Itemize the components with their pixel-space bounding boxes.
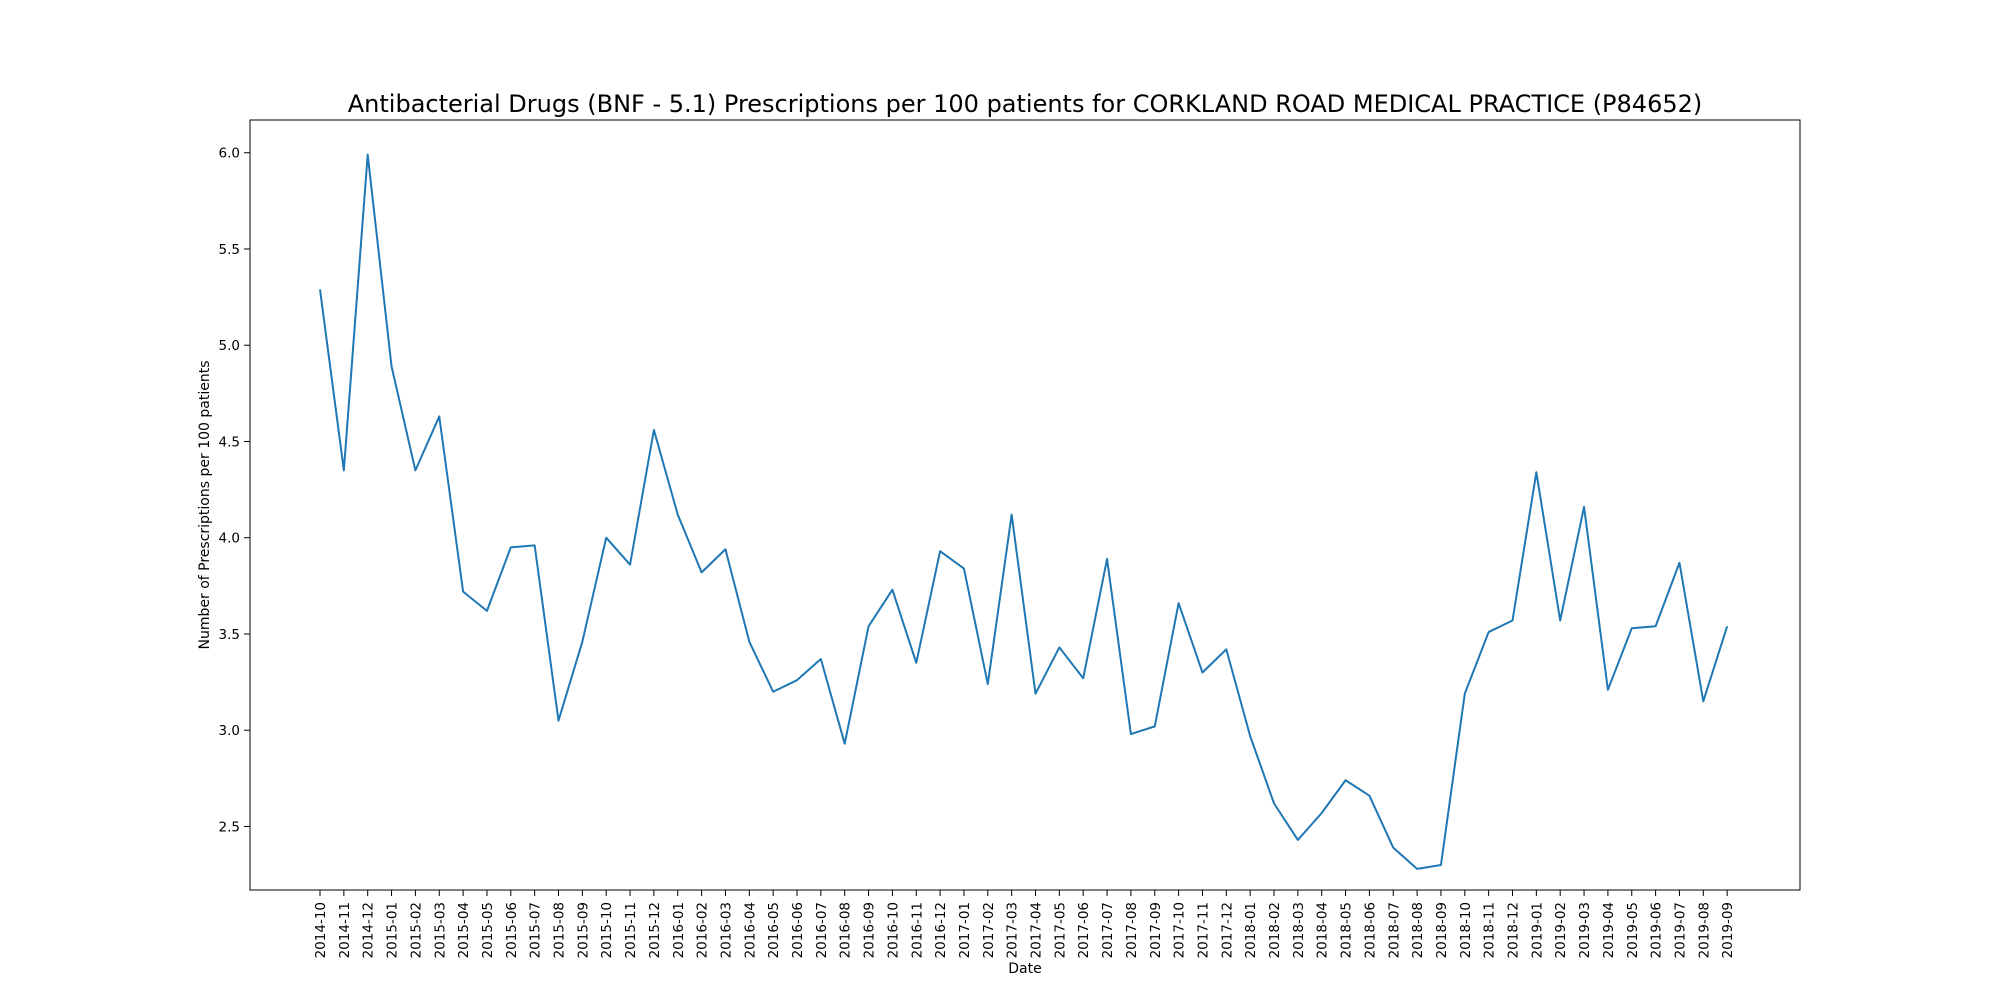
x-tick-label: 2018-08 <box>1410 902 1426 958</box>
x-tick-label: 2017-11 <box>1195 902 1211 958</box>
x-tick-label: 2015-11 <box>623 902 639 958</box>
y-tick-label: 4.5 <box>219 434 240 450</box>
x-tick-label: 2018-06 <box>1362 902 1378 958</box>
x-tick-label: 2019-01 <box>1529 902 1545 958</box>
x-tick-label: 2018-03 <box>1291 902 1307 958</box>
x-tick-label: 2015-07 <box>528 902 544 958</box>
x-tick-label: 2015-10 <box>599 902 615 958</box>
x-tick-label: 2015-03 <box>432 902 448 958</box>
x-tick-label: 2016-09 <box>862 902 878 958</box>
x-tick-label: 2019-06 <box>1649 902 1665 958</box>
x-tick-label: 2014-10 <box>313 902 329 958</box>
x-tick-label: 2017-07 <box>1100 902 1116 958</box>
x-tick-label: 2019-03 <box>1577 902 1593 958</box>
y-axis-label: Number of Prescriptions per 100 patients <box>197 361 213 650</box>
x-tick-label: 2015-01 <box>385 902 401 958</box>
x-tick-label: 2018-12 <box>1506 902 1522 958</box>
x-tick-label: 2016-06 <box>790 902 806 958</box>
x-tick-label: 2016-04 <box>742 902 758 958</box>
x-tick-label: 2018-11 <box>1482 902 1498 958</box>
x-tick-label: 2017-08 <box>1124 902 1140 958</box>
x-tick-label: 2019-02 <box>1553 902 1569 958</box>
x-tick-label: 2016-07 <box>814 902 830 958</box>
x-tick-label: 2017-12 <box>1219 902 1235 958</box>
x-tick-label: 2017-09 <box>1148 902 1164 958</box>
x-tick-label: 2016-03 <box>718 902 734 958</box>
x-tick-label: 2017-10 <box>1172 902 1188 958</box>
x-tick-label: 2018-04 <box>1315 902 1331 958</box>
y-tick-label: 6.0 <box>219 146 240 162</box>
x-tick-label: 2019-09 <box>1720 902 1736 958</box>
x-tick-label: 2016-05 <box>766 902 782 958</box>
x-tick-label: 2016-01 <box>671 902 687 958</box>
x-tick-label: 2017-01 <box>957 902 973 958</box>
chart-title: Antibacterial Drugs (BNF - 5.1) Prescrip… <box>348 90 1703 118</box>
y-tick-label: 3.0 <box>219 723 240 739</box>
x-tick-label: 2019-05 <box>1625 902 1641 958</box>
x-tick-label: 2017-02 <box>981 902 997 958</box>
x-tick-label: 2015-06 <box>504 902 520 958</box>
x-tick-label: 2018-05 <box>1339 902 1355 958</box>
x-tick-label: 2017-03 <box>1005 902 1021 958</box>
x-tick-label: 2015-04 <box>456 902 472 958</box>
x-axis-label: Date <box>1008 961 1041 977</box>
x-tick-label: 2015-02 <box>408 902 424 958</box>
x-tick-label: 2018-01 <box>1243 902 1259 958</box>
x-tick-label: 2016-10 <box>885 902 901 958</box>
y-tick-label: 5.5 <box>219 242 240 258</box>
x-tick-label: 2018-07 <box>1386 902 1402 958</box>
x-tick-label: 2017-05 <box>1052 902 1068 958</box>
x-tick-label: 2017-04 <box>1029 902 1045 958</box>
x-tick-label: 2018-09 <box>1434 902 1450 958</box>
x-tick-label: 2018-02 <box>1267 902 1283 958</box>
x-tick-label: 2015-09 <box>575 902 591 958</box>
x-tick-label: 2019-08 <box>1696 902 1712 958</box>
x-tick-label: 2014-12 <box>361 902 377 958</box>
y-tick-label: 4.0 <box>219 531 240 547</box>
y-tick-label: 5.0 <box>219 338 240 354</box>
y-tick-label: 2.5 <box>219 819 240 835</box>
y-tick-label: 3.5 <box>219 627 240 643</box>
x-tick-label: 2016-02 <box>695 902 711 958</box>
x-tick-label: 2016-11 <box>909 902 925 958</box>
x-tick-label: 2015-08 <box>552 902 568 958</box>
x-tick-label: 2015-12 <box>647 902 663 958</box>
x-tick-label: 2018-10 <box>1458 902 1474 958</box>
x-tick-label: 2019-04 <box>1601 902 1617 958</box>
x-tick-label: 2015-05 <box>480 902 496 958</box>
x-tick-label: 2016-12 <box>933 902 949 958</box>
x-tick-label: 2016-08 <box>838 902 854 958</box>
x-tick-label: 2017-06 <box>1076 902 1092 958</box>
x-tick-label: 2014-11 <box>337 902 353 958</box>
x-tick-label: 2019-07 <box>1672 902 1688 958</box>
